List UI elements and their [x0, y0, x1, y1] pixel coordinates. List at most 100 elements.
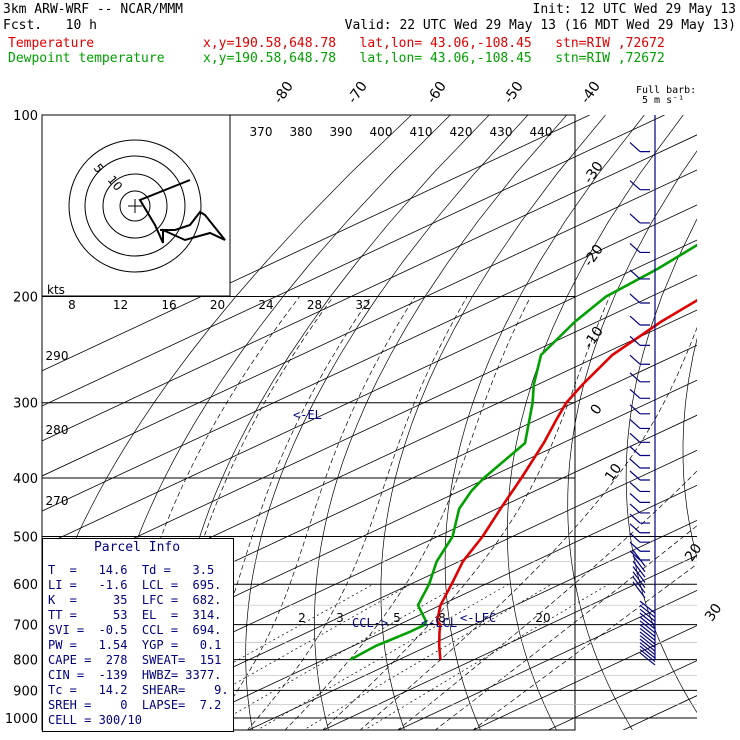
- wind-barb: [632, 560, 646, 578]
- mixing-ratio-label: 8: [438, 611, 446, 625]
- parcel-level-annotation: <-LCL: [421, 616, 457, 630]
- wind-barb: [629, 354, 650, 365]
- parcel-info-title: Parcel Info: [93, 540, 181, 555]
- wind-barb: [632, 555, 646, 573]
- wind-barb: [632, 549, 646, 567]
- wind-barb: [632, 581, 646, 599]
- mixing-ratio-label: 5: [393, 611, 401, 625]
- parcel-info-row: Tc = 14.2 SHEAR= 9.: [48, 683, 229, 697]
- wind-barb: [639, 604, 656, 618]
- pressure-tick-label: 300: [13, 397, 38, 412]
- wind-barb: [629, 550, 650, 561]
- wind-barb: [639, 642, 656, 656]
- mixing-ratio-line: [205, 583, 461, 730]
- dewpoint-location: x,y=190.58,648.78 lat,lon= 43.06,-108.45…: [203, 51, 665, 66]
- temperature-tick-label: -80: [271, 79, 297, 107]
- parcel-info-row: TT = 53 EL = 314.: [48, 608, 222, 622]
- parcel-info-row: T = 14.6 Td = 3.5: [48, 563, 215, 577]
- wind-barb: [629, 142, 650, 153]
- theta-e-label: 380: [290, 125, 313, 139]
- theta-e-label: 440: [530, 125, 553, 139]
- hodograph-speed-label: 28: [307, 298, 322, 312]
- temperature-tick-label: 30: [702, 601, 725, 625]
- mixing-ratio-label: 3: [336, 611, 344, 625]
- isotherm-line: [172, 484, 697, 730]
- init-time: Init: 12 UTC Wed 29 May 13: [532, 2, 737, 17]
- wind-barb: [629, 419, 650, 430]
- wind-barb: [629, 404, 650, 415]
- wind-barb: [632, 571, 646, 589]
- pressure-tick-label: 800: [13, 654, 38, 669]
- dry-adiabat-line: [380, 115, 606, 730]
- temperature-tick-label: -50: [501, 79, 527, 107]
- temperature-tick-label: 10: [602, 461, 625, 485]
- isotherm-line: [97, 449, 697, 730]
- mixing-ratio-line: [256, 583, 509, 730]
- mixing-ratio-line: [112, 583, 374, 730]
- isotherm-line: [42, 115, 590, 372]
- dry-adiabat-line: [245, 115, 529, 730]
- pressure-tick-label: 600: [13, 578, 38, 593]
- parcel-info-row: CAPE = 278 SWEAT= 151: [48, 653, 222, 667]
- wind-barb: [629, 242, 650, 254]
- temperature-tick-label: -20: [581, 242, 607, 270]
- isotherm-line: [42, 204, 697, 512]
- hodograph-unit-label: kts: [47, 283, 65, 297]
- theta-e-label: 400: [370, 125, 393, 139]
- wind-barb: [629, 470, 650, 481]
- temperature-line: [435, 298, 697, 660]
- theta-e-label: 390: [330, 125, 353, 139]
- wind-barb: [639, 649, 656, 663]
- wind-barb: [639, 631, 656, 645]
- hodograph-ring: [84, 155, 186, 257]
- isotherm-line: [322, 554, 697, 730]
- wind-barb: [629, 388, 650, 399]
- parcel-level-annotation: <-LFC: [460, 611, 496, 625]
- hodograph-ring: [102, 173, 168, 239]
- wind-barb: [629, 503, 650, 514]
- valid-time: Valid: 22 UTC Wed 29 May 13 (16 MDT Wed …: [344, 18, 736, 33]
- hodograph-speed-label: 16: [161, 298, 176, 312]
- wind-barb: [629, 532, 650, 543]
- theta-e-label: 370: [250, 125, 273, 139]
- wind-barb: [639, 600, 656, 614]
- pressure-tick-label: 900: [13, 684, 38, 699]
- pressure-tick-label: 400: [13, 472, 38, 487]
- wind-barb: [629, 523, 650, 534]
- theta-e-label: 420: [450, 125, 473, 139]
- moist-adiabat-line: [322, 296, 611, 730]
- pressure-tick-label: 200: [13, 291, 38, 306]
- wind-barb: [629, 541, 650, 552]
- isotherm-line: [247, 519, 697, 730]
- temperature-tick-label: -30: [581, 159, 607, 187]
- wind-barb: [629, 269, 650, 280]
- wind-barb: [639, 624, 656, 638]
- temperature-location: x,y=190.58,648.78 lat,lon= 43.06,-108.45…: [203, 36, 665, 51]
- temperature-tick-label: -70: [345, 79, 371, 107]
- moist-adiabat-line: [209, 296, 416, 730]
- hodograph-ring: [119, 190, 151, 222]
- pressure-tick-label: 500: [13, 530, 38, 545]
- wind-barb: [629, 293, 650, 304]
- isotherm-line: [42, 239, 697, 547]
- wind-barb: [629, 446, 650, 457]
- dry-adiabat-line: [444, 115, 645, 730]
- dry-adiabat-line: [314, 115, 567, 730]
- theta-label: 280: [46, 423, 69, 437]
- isotherm-line: [42, 414, 697, 722]
- wind-barb: [629, 335, 650, 346]
- isotherm-line: [397, 590, 697, 730]
- theta-e-label: 410: [410, 125, 433, 139]
- dewpoint-line: [349, 243, 697, 661]
- wind-barb: [629, 481, 650, 493]
- dry-adiabat-line: [567, 150, 697, 730]
- parcel-info-row: SREH = 0 LAPSE= 7.2: [48, 698, 222, 712]
- wind-barb: [629, 432, 650, 443]
- wind-barb: [639, 608, 656, 622]
- dry-adiabat-line: [682, 337, 697, 559]
- temperature-legend: Temperature: [8, 36, 95, 51]
- hodograph-speed-label: 32: [355, 298, 370, 312]
- mixing-ratio-label: 2: [298, 611, 306, 625]
- wind-barb: [629, 513, 650, 524]
